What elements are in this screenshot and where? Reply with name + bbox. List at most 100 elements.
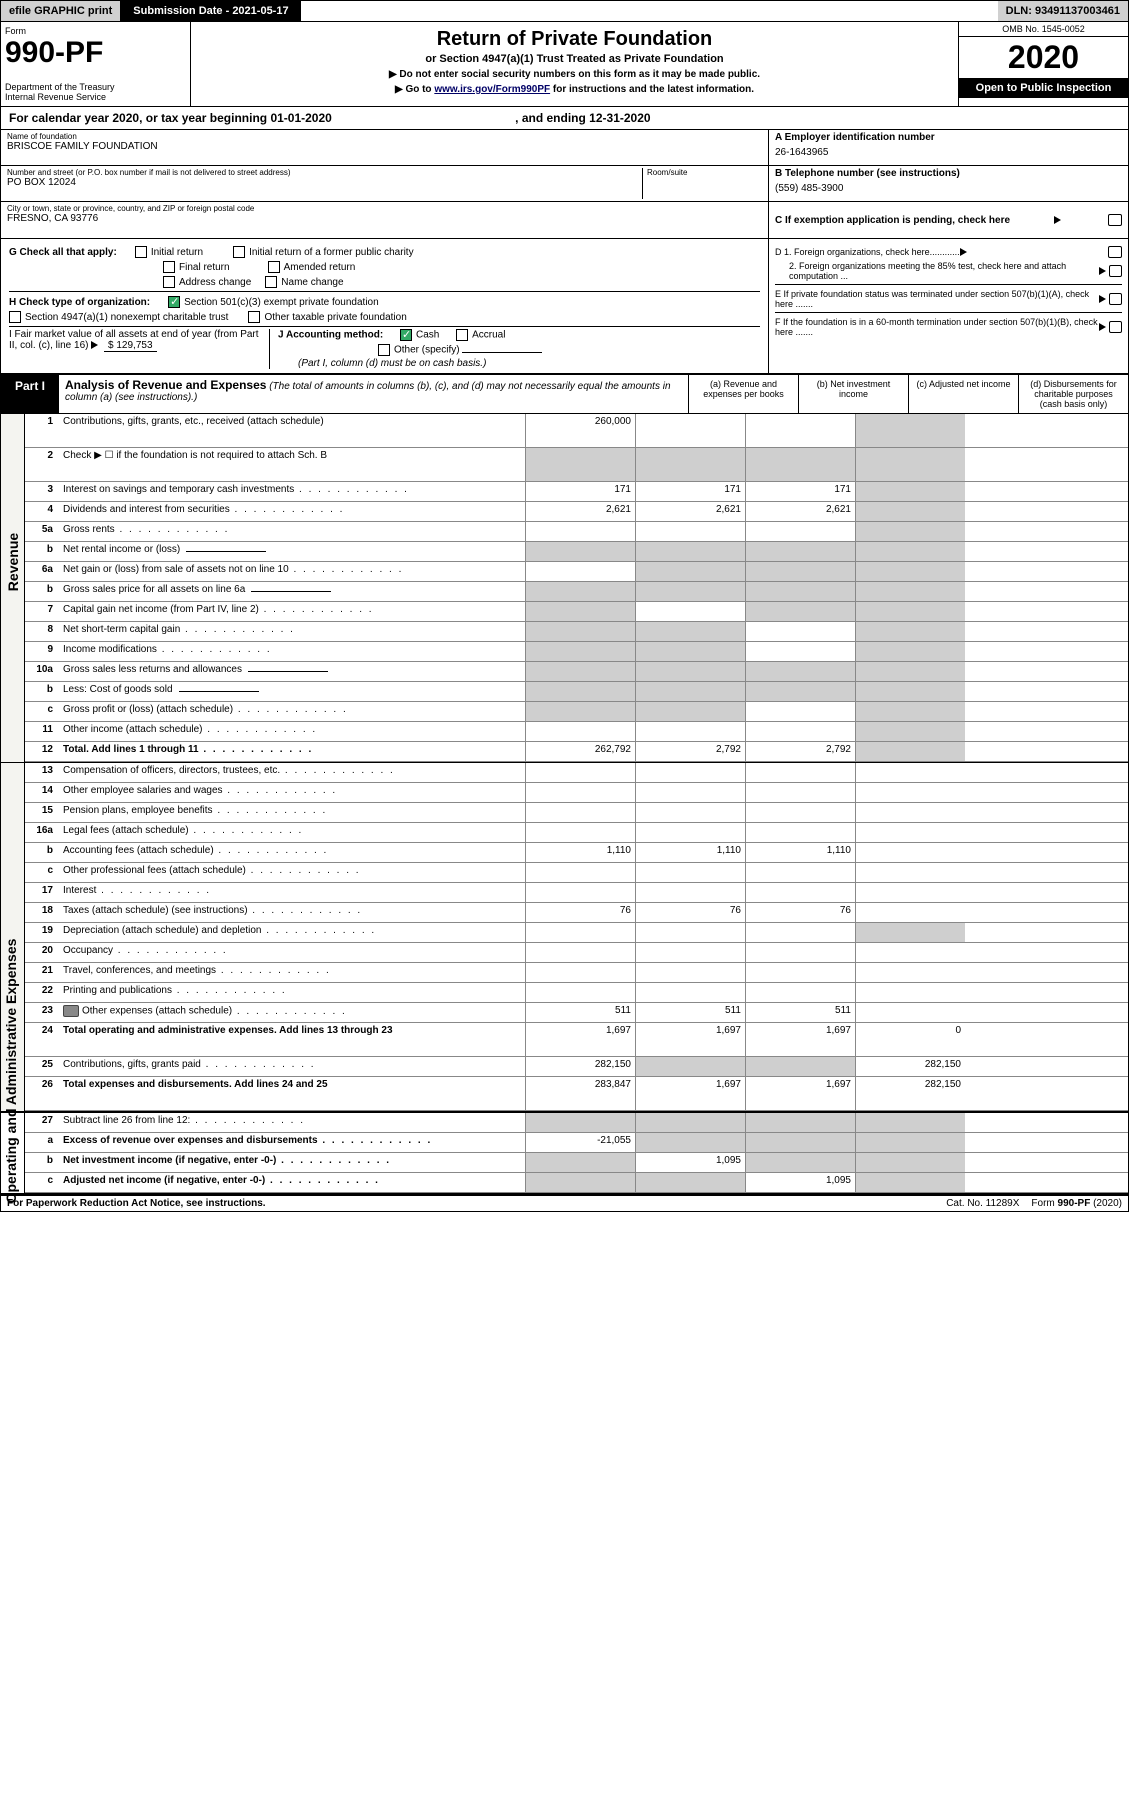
cell [635, 1113, 745, 1132]
g-label: G Check all that apply: [9, 247, 117, 258]
table-row: 9Income modifications [25, 642, 1128, 662]
cell [745, 522, 855, 541]
cell [855, 622, 965, 641]
cell: 511 [525, 1003, 635, 1022]
cell [855, 582, 965, 601]
form-header-left: Form 990-PF Department of the Treasury I… [1, 22, 191, 106]
table-row: cAdjusted net income (if negative, enter… [25, 1173, 1128, 1193]
g-opt-0: Initial return [151, 247, 203, 258]
col-a-header: (a) Revenue and expenses per books [688, 375, 798, 413]
cell [855, 803, 965, 822]
h-4947: Section 4947(a)(1) nonexempt charitable … [25, 312, 228, 323]
checkbox-e[interactable] [1109, 293, 1122, 305]
cell [745, 582, 855, 601]
line-number: 22 [25, 983, 59, 1002]
checkbox-amended[interactable] [268, 261, 280, 273]
cell [525, 522, 635, 541]
inline-amount[interactable] [251, 591, 331, 592]
checkbox-501c3[interactable] [168, 296, 180, 308]
other-specify-line[interactable] [462, 352, 542, 353]
g-opt-3: Amended return [284, 262, 356, 273]
checkbox-other-taxable[interactable] [248, 311, 260, 323]
line-description: Total operating and administrative expen… [59, 1023, 525, 1056]
addr-label: Number and street (or P.O. box number if… [7, 168, 642, 177]
inline-amount[interactable] [179, 691, 259, 692]
cell [525, 662, 635, 681]
cell: 1,697 [745, 1077, 855, 1110]
line-number: 24 [25, 1023, 59, 1056]
checkbox-cash[interactable] [400, 329, 412, 341]
checkbox-final-return[interactable] [163, 261, 175, 273]
cell [635, 963, 745, 982]
cell [635, 943, 745, 962]
cell [855, 863, 965, 882]
cell [635, 763, 745, 782]
cell: 76 [745, 903, 855, 922]
part1-header-row: Part I Analysis of Revenue and Expenses … [0, 374, 1129, 414]
cell [745, 923, 855, 942]
line-description: Legal fees (attach schedule) [59, 823, 525, 842]
line-description: Dividends and interest from securities [59, 502, 525, 521]
line-description: Accounting fees (attach schedule) [59, 843, 525, 862]
cell [745, 983, 855, 1002]
line-number: 5a [25, 522, 59, 541]
form-number: 990-PF [5, 36, 186, 70]
i-amount[interactable]: $ 129,753 [104, 340, 157, 352]
cell [635, 682, 745, 701]
cal-begin: For calendar year 2020, or tax year begi… [9, 111, 332, 125]
cell [525, 642, 635, 661]
table-row: 27Subtract line 26 from line 12: [25, 1113, 1128, 1133]
arrow-icon [91, 341, 98, 349]
cell [745, 883, 855, 902]
phone-label: B Telephone number (see instructions) [775, 168, 960, 179]
cell: 511 [745, 1003, 855, 1022]
line-number: b [25, 542, 59, 561]
table-row: 5aGross rents [25, 522, 1128, 542]
line-number: b [25, 582, 59, 601]
h-label: H Check type of organization: [9, 297, 150, 308]
table-row: 24Total operating and administrative exp… [25, 1023, 1128, 1057]
line-number: 25 [25, 1057, 59, 1076]
table-row: 7Capital gain net income (from Part IV, … [25, 602, 1128, 622]
checkbox-f[interactable] [1109, 321, 1122, 333]
part1-title-cell: Analysis of Revenue and Expenses (The to… [59, 375, 688, 413]
line-description: Gross rents [59, 522, 525, 541]
checkbox-4947[interactable] [9, 311, 21, 323]
line-description: Gross sales less returns and allowances [59, 662, 525, 681]
submission-date: Submission Date - 2021-05-17 [121, 1, 300, 21]
line-description: Net investment income (if negative, ente… [59, 1153, 525, 1172]
checkbox-d1[interactable] [1108, 246, 1122, 258]
d1-label: D 1. Foreign organizations, check here..… [775, 247, 960, 257]
cell [855, 1133, 965, 1152]
line-number: 4 [25, 502, 59, 521]
cell [635, 1133, 745, 1152]
cell [855, 823, 965, 842]
checkbox-address-change[interactable] [163, 276, 175, 288]
checkbox-d2[interactable] [1109, 265, 1122, 277]
inline-amount[interactable] [248, 671, 328, 672]
g-opt-4: Address change [179, 277, 251, 288]
checkbox-other-method[interactable] [378, 344, 390, 356]
city-row: City or town, state or province, country… [1, 202, 768, 238]
form-title: Return of Private Foundation [201, 28, 948, 51]
arrow-icon [1099, 323, 1106, 331]
checkbox-initial-former[interactable] [233, 246, 245, 258]
line-number: c [25, 702, 59, 721]
cell: 283,847 [525, 1077, 635, 1110]
checkbox-c[interactable] [1108, 214, 1122, 226]
cell: 2,792 [745, 742, 855, 761]
inline-amount[interactable] [186, 551, 266, 552]
cell: 2,621 [745, 502, 855, 521]
cell [635, 803, 745, 822]
checkbox-initial-return[interactable] [135, 246, 147, 258]
side-revenue: Revenue [1, 414, 25, 762]
checkbox-accrual[interactable] [456, 329, 468, 341]
schedule-icon[interactable] [63, 1005, 79, 1017]
irs-link[interactable]: www.irs.gov/Form990PF [434, 84, 550, 95]
cell [525, 963, 635, 982]
cell [855, 903, 965, 922]
checkbox-name-change[interactable] [265, 276, 277, 288]
efile-print-label[interactable]: efile GRAPHIC print [1, 1, 121, 21]
cell [745, 1153, 855, 1172]
cell [525, 943, 635, 962]
